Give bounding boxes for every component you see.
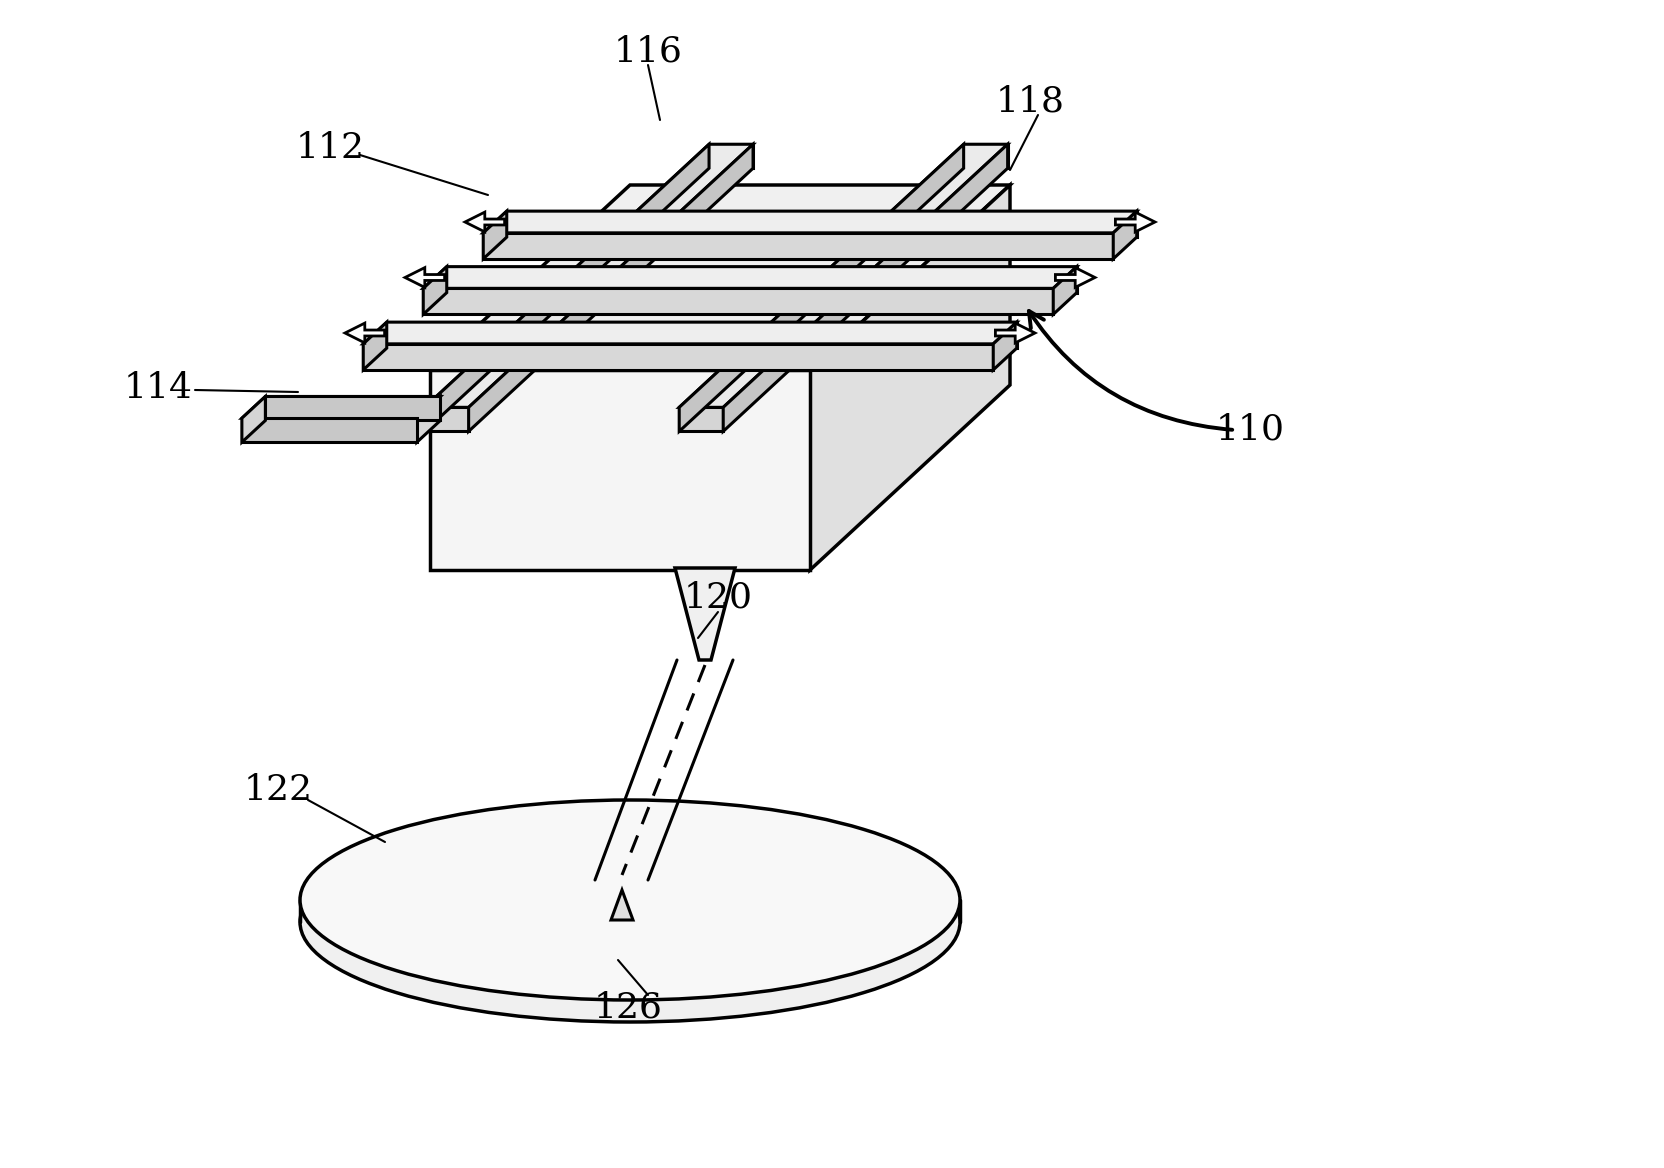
Ellipse shape [300,800,960,1000]
Polygon shape [709,145,754,168]
Text: 112: 112 [296,131,364,165]
Polygon shape [483,232,1113,259]
Polygon shape [1115,213,1155,232]
Polygon shape [464,213,504,232]
Polygon shape [363,322,386,370]
Text: 120: 120 [684,580,752,616]
Polygon shape [344,324,384,343]
Polygon shape [676,568,735,660]
Polygon shape [469,145,754,431]
Polygon shape [679,145,963,431]
Polygon shape [446,266,1077,293]
Polygon shape [995,324,1035,343]
Polygon shape [363,322,1017,343]
Text: 116: 116 [614,35,682,69]
Text: 126: 126 [594,990,662,1026]
Polygon shape [424,145,754,408]
Polygon shape [386,322,1017,348]
Text: 118: 118 [995,85,1065,119]
Polygon shape [363,343,993,370]
Polygon shape [404,267,444,287]
Polygon shape [963,145,1008,168]
Polygon shape [423,266,1077,288]
Polygon shape [810,185,1010,570]
Polygon shape [611,890,632,920]
Polygon shape [429,185,1010,370]
Ellipse shape [300,822,960,1022]
Polygon shape [483,211,508,259]
Polygon shape [265,396,441,420]
Polygon shape [423,288,1053,314]
Polygon shape [418,396,441,443]
Text: 122: 122 [243,773,313,807]
Text: 114: 114 [123,371,193,405]
Polygon shape [724,145,1008,431]
Text: 110: 110 [1215,413,1285,447]
Polygon shape [424,145,709,431]
Polygon shape [241,396,441,418]
Polygon shape [679,408,724,431]
Polygon shape [429,370,810,570]
Polygon shape [241,396,265,443]
Polygon shape [679,145,1008,408]
Polygon shape [241,418,418,443]
Polygon shape [508,211,1137,237]
Polygon shape [1055,267,1095,287]
Polygon shape [993,322,1017,370]
Polygon shape [1053,266,1077,314]
Polygon shape [423,266,446,314]
Polygon shape [424,408,469,431]
Polygon shape [1113,211,1137,259]
Polygon shape [483,211,1137,232]
